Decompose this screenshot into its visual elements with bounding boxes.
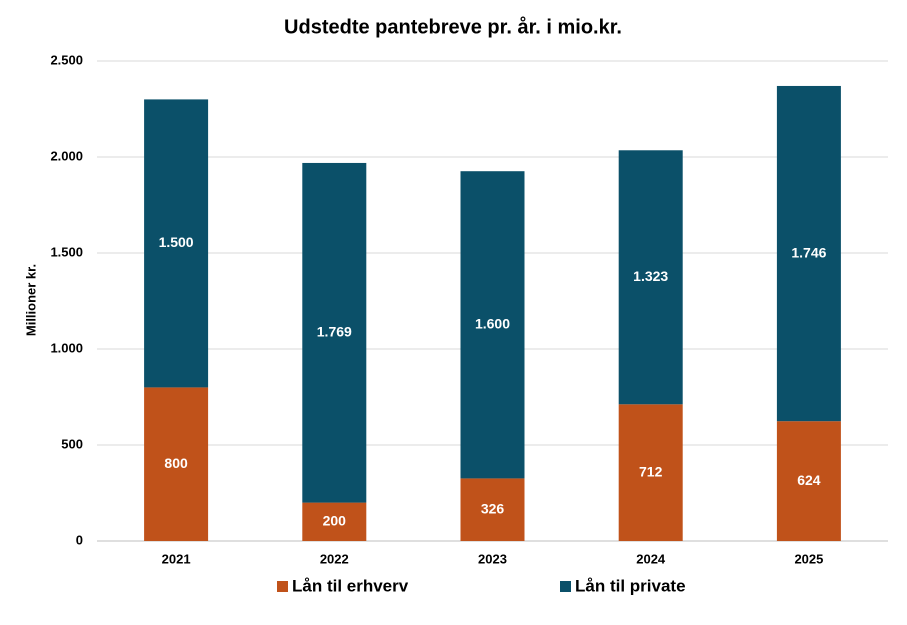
x-tick-label: 2025 [794, 551, 823, 566]
value-label: 1.600 [475, 316, 510, 332]
value-label: 1.323 [633, 268, 668, 284]
x-tick-label: 2024 [636, 551, 666, 566]
legend-label: Lån til private [575, 576, 686, 595]
value-label: 200 [323, 513, 347, 529]
y-tick-label: 2.500 [50, 52, 83, 67]
value-label: 624 [797, 472, 821, 488]
bar-segment [460, 171, 525, 479]
y-tick-label: 500 [61, 436, 83, 451]
value-label: 800 [164, 455, 188, 471]
value-label: 712 [639, 463, 663, 479]
bar-segment [144, 99, 209, 388]
value-label: 1.746 [791, 244, 826, 260]
value-label: 326 [481, 500, 505, 516]
y-tick-label: 2.000 [50, 148, 83, 163]
bar-segment [460, 478, 525, 541]
legend-swatch [560, 581, 571, 592]
x-tick-label: 2023 [478, 551, 507, 566]
legend-swatch [277, 581, 288, 592]
x-tick-label: 2021 [162, 551, 191, 566]
x-tick-label: 2022 [320, 551, 349, 566]
value-label: 1.500 [159, 234, 194, 250]
y-tick-label: 0 [76, 532, 83, 547]
bar-segment [618, 150, 683, 405]
bar-segment [776, 421, 841, 541]
y-tick-label: 1.500 [50, 244, 83, 259]
bar-segment [302, 162, 367, 503]
chart-title: Udstedte pantebreve pr. år. i mio.kr. [284, 15, 622, 38]
bar-segment [302, 502, 367, 541]
value-label: 1.769 [317, 323, 352, 339]
legend-label: Lån til erhverv [292, 576, 409, 595]
bar-segment [776, 85, 841, 422]
bar-segment [618, 404, 683, 541]
y-tick-label: 1.000 [50, 340, 83, 355]
y-axis-label: Millioner kr. [23, 264, 38, 336]
bar-segment [144, 387, 209, 541]
